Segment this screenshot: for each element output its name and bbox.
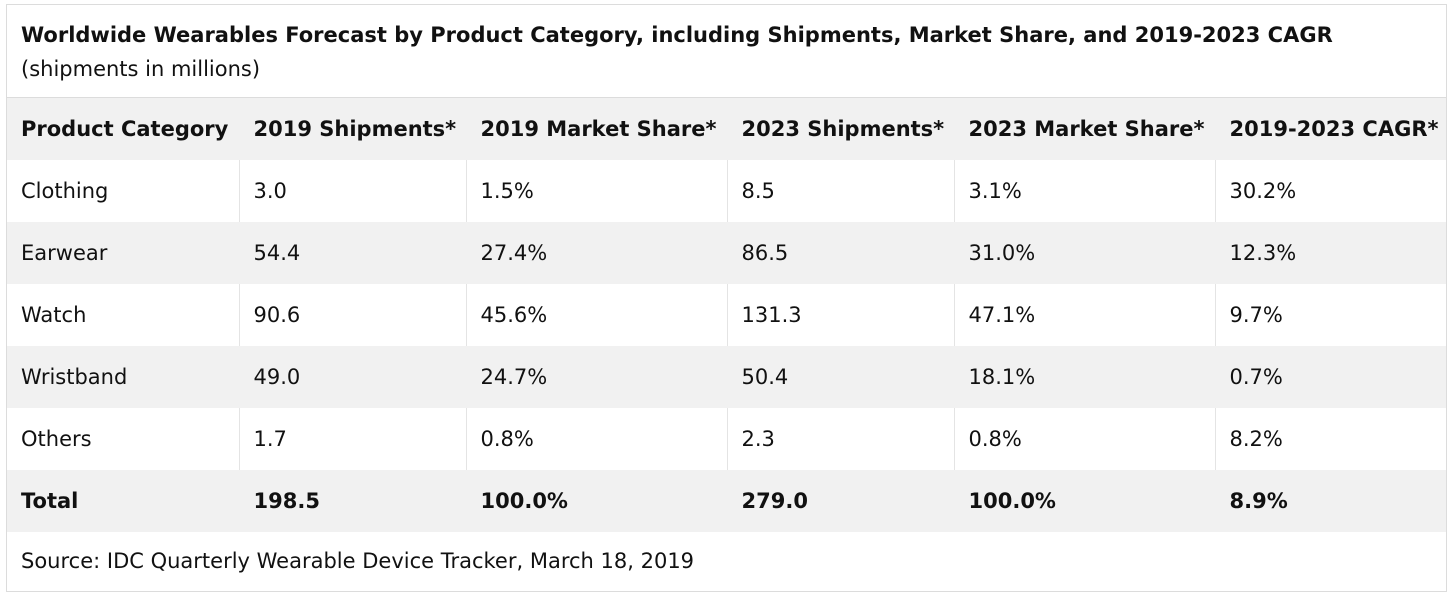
total-value-cell: 100.0%	[953, 470, 1215, 532]
total-value-cell: 100.0%	[465, 470, 727, 532]
value-cell: 9.7%	[1214, 284, 1446, 346]
total-value-cell: 279.0	[726, 470, 954, 532]
total-row: Total 198.5 100.0% 279.0 100.0% 8.9%	[7, 470, 1446, 532]
value-cell: 1.7	[238, 408, 466, 470]
header-cell: 2019 Market Share*	[465, 98, 727, 160]
source-note: Source: IDC Quarterly Wearable Device Tr…	[21, 549, 695, 573]
header-cell: 2023 Market Share*	[953, 98, 1215, 160]
value-cell: 18.1%	[953, 346, 1215, 408]
table-caption: Worldwide Wearables Forecast by Product …	[7, 5, 1446, 98]
header-cell: 2019 Shipments*	[238, 98, 466, 160]
value-cell: 8.5	[726, 160, 954, 222]
total-value-cell: 198.5	[238, 470, 466, 532]
total-label-cell: Total	[7, 470, 239, 532]
table-row: Clothing 3.0 1.5% 8.5 3.1% 30.2%	[7, 160, 1446, 222]
value-cell: 0.8%	[953, 408, 1215, 470]
value-cell: 45.6%	[465, 284, 727, 346]
value-cell: 12.3%	[1214, 222, 1446, 284]
header-cell: 2023 Shipments*	[726, 98, 954, 160]
value-cell: 86.5	[726, 222, 954, 284]
value-cell: 49.0	[238, 346, 466, 408]
value-cell: 47.1%	[953, 284, 1215, 346]
header-cell: Product Category	[7, 98, 239, 160]
value-cell: 1.5%	[465, 160, 727, 222]
value-cell: 0.7%	[1214, 346, 1446, 408]
value-cell: 131.3	[726, 284, 954, 346]
category-cell: Watch	[21, 303, 87, 327]
value-cell: 50.4	[726, 346, 954, 408]
value-cell: 0.8%	[465, 408, 727, 470]
total-value-cell: 8.9%	[1214, 470, 1446, 532]
forecast-table-container: Worldwide Wearables Forecast by Product …	[6, 4, 1447, 592]
value-cell: 27.4%	[465, 222, 727, 284]
value-cell: 31.0%	[953, 222, 1215, 284]
value-cell: 54.4	[238, 222, 466, 284]
value-cell: 30.2%	[1214, 160, 1446, 222]
table-row: Others 1.7 0.8% 2.3 0.8% 8.2%	[7, 408, 1446, 470]
value-cell: 3.1%	[953, 160, 1215, 222]
table-subtitle: (shipments in millions)	[21, 57, 261, 81]
value-cell: 8.2%	[1214, 408, 1446, 470]
category-cell: Others	[21, 427, 92, 451]
value-cell: 2.3	[726, 408, 954, 470]
category-cell: Clothing	[21, 179, 109, 203]
value-cell: 90.6	[238, 284, 466, 346]
table-row: Watch 90.6 45.6% 131.3 47.1% 9.7%	[7, 284, 1446, 346]
table-row: Wristband 49.0 24.7% 50.4 18.1% 0.7%	[7, 346, 1446, 408]
table-title: Worldwide Wearables Forecast by Product …	[21, 23, 1333, 47]
forecast-table: Product Category 2019 Shipments* 2019 Ma…	[7, 98, 1446, 532]
category-cell: Earwear	[7, 222, 239, 284]
header-cell: 2019-2023 CAGR*	[1214, 98, 1446, 160]
category-cell: Wristband	[7, 346, 239, 408]
table-row: Earwear 54.4 27.4% 86.5 31.0% 12.3%	[7, 222, 1446, 284]
header-row: Product Category 2019 Shipments* 2019 Ma…	[7, 98, 1446, 160]
value-cell: 3.0	[238, 160, 466, 222]
value-cell: 24.7%	[465, 346, 727, 408]
